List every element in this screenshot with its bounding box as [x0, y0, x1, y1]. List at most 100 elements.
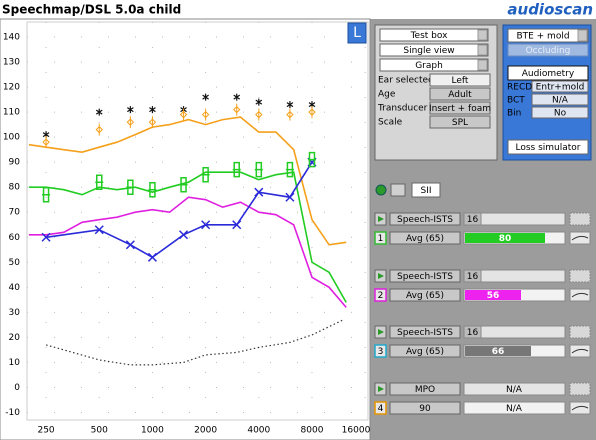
sii-icon[interactable]: [375, 184, 387, 196]
curve-glyph: [571, 292, 589, 298]
play-icon: [378, 216, 384, 222]
y-tick-label: 140: [3, 33, 20, 43]
x-tick-label: 8000: [301, 426, 324, 436]
setting-value-label[interactable]: Left: [452, 76, 469, 86]
setting-value-label[interactable]: Adult: [448, 90, 472, 100]
play-icon: [378, 273, 384, 279]
level-box-label[interactable]: Avg (65): [406, 291, 444, 301]
mpo-target-marker: [255, 108, 263, 121]
stimulus-box-label[interactable]: Speech-ISTS: [397, 272, 453, 282]
y-tick-label: 100: [3, 133, 20, 143]
level-box-label[interactable]: Avg (65): [406, 347, 444, 357]
view-button-tab: [477, 29, 488, 41]
device-value-label: No: [554, 109, 567, 119]
device-dropdown-label[interactable]: BTE + mold: [516, 32, 569, 42]
stimulus-box[interactable]: [389, 382, 461, 396]
y-tick-label: 70: [9, 208, 21, 218]
threshold-marker: [179, 230, 189, 240]
sii-bar: [465, 290, 521, 300]
speech-target-marker: [42, 186, 51, 203]
speech-target-marker: [307, 151, 316, 168]
level-box-label[interactable]: Avg (65): [406, 234, 444, 244]
sii-button-label[interactable]: SII: [420, 186, 431, 196]
stimulus-box-label[interactable]: Speech-ISTS: [397, 215, 453, 225]
test-number[interactable]: 4: [378, 404, 384, 414]
curve-icon[interactable]: [569, 288, 591, 302]
view-button-tab: [477, 44, 488, 56]
sii-toggle[interactable]: [390, 183, 406, 197]
view-button-label[interactable]: Single view: [403, 46, 454, 56]
setting-label: Transducer: [377, 104, 428, 114]
level-box[interactable]: [389, 231, 461, 245]
setting-value-label[interactable]: SPL: [452, 118, 468, 128]
grid-icon[interactable]: [569, 269, 591, 283]
setting-value[interactable]: [429, 101, 491, 115]
stimulus-box-label[interactable]: MPO: [415, 385, 435, 395]
loss-simulator-button[interactable]: [507, 139, 589, 155]
occluding-button-label: Occluding: [526, 46, 571, 56]
test-number[interactable]: 2: [378, 291, 384, 301]
stimulus-box[interactable]: [389, 269, 461, 283]
y-tick-label: 120: [3, 83, 20, 93]
curve-icon[interactable]: [569, 344, 591, 358]
speech-target-marker: [232, 161, 241, 178]
y-tick-label: 80: [9, 183, 21, 193]
grid-icon[interactable]: [569, 325, 591, 339]
app-title: Speechmap/DSL 5.0a child: [2, 3, 181, 17]
grid-icon[interactable]: [569, 382, 591, 396]
logo: audioscan: [507, 1, 593, 19]
test-number[interactable]: 1: [378, 234, 384, 244]
x-tick-label: 1000: [141, 426, 164, 436]
setting-value[interactable]: [429, 73, 491, 87]
ear-button-label[interactable]: L: [353, 25, 361, 41]
curve-icon[interactable]: [569, 231, 591, 245]
y-tick-label: 130: [3, 58, 20, 68]
test-number[interactable]: 3: [378, 347, 384, 357]
series-line: [45, 161, 313, 259]
grid-icon[interactable]: [569, 212, 591, 226]
view-button[interactable]: [379, 58, 489, 72]
mpo-target-marker: [179, 108, 188, 121]
sii-value: 80: [499, 234, 512, 244]
view-button[interactable]: [379, 28, 489, 42]
result-text: N/A: [506, 385, 523, 395]
device-value: [531, 106, 589, 119]
setting-value[interactable]: [429, 87, 491, 101]
device-value: [531, 93, 589, 106]
test-number-box[interactable]: [374, 401, 387, 415]
test-number-box[interactable]: [374, 288, 387, 302]
loss-simulator-button-label[interactable]: Loss simulator: [515, 143, 580, 153]
sii-frame: [463, 401, 566, 415]
device-value: [531, 80, 589, 93]
view-button-label[interactable]: Test box: [410, 31, 449, 41]
mpo-target-marker: [308, 106, 316, 119]
ear-button[interactable]: [347, 22, 367, 44]
target-marker: [149, 106, 156, 114]
y-tick-label: 110: [3, 108, 20, 118]
audiometry-button-label[interactable]: Audiometry: [522, 69, 575, 79]
threshold-marker: [285, 192, 295, 202]
device-label: RECD: [507, 83, 532, 93]
threshold-marker: [41, 232, 51, 242]
sii-button[interactable]: [411, 182, 441, 198]
level-box-label[interactable]: 90: [419, 404, 431, 414]
test-number-box[interactable]: [374, 231, 387, 245]
view-button-label[interactable]: Graph: [415, 61, 443, 71]
view-button[interactable]: [379, 43, 489, 57]
device-dropdown[interactable]: [507, 28, 589, 43]
audiometry-button[interactable]: [507, 65, 589, 81]
curve-icon[interactable]: [569, 401, 591, 415]
stimulus-box[interactable]: [389, 325, 461, 339]
view-button-tab: [477, 59, 488, 71]
x-tick-label: 500: [91, 426, 108, 436]
setting-value-label[interactable]: Insert + foam: [429, 104, 491, 114]
test-number-box[interactable]: [374, 344, 387, 358]
level-box[interactable]: [389, 344, 461, 358]
stimulus-box-label[interactable]: Speech-ISTS: [397, 328, 453, 338]
x-tick-label: 4000: [247, 426, 270, 436]
device-label: Bin: [507, 109, 521, 119]
setting-value[interactable]: [429, 115, 491, 129]
stimulus-box[interactable]: [389, 212, 461, 226]
level-box[interactable]: [389, 288, 461, 302]
level-box[interactable]: [389, 401, 461, 415]
